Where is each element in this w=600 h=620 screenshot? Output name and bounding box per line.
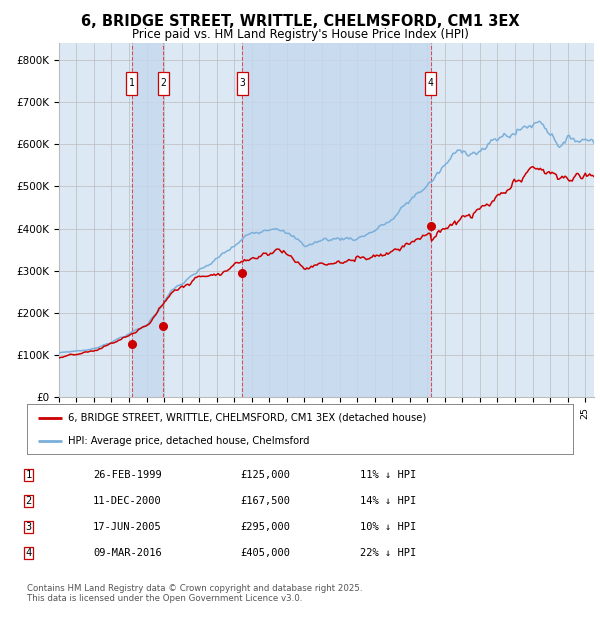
Text: Contains HM Land Registry data © Crown copyright and database right 2025.
This d: Contains HM Land Registry data © Crown c… (27, 584, 362, 603)
FancyBboxPatch shape (126, 71, 137, 95)
Text: 4: 4 (428, 78, 434, 89)
Text: 4: 4 (26, 548, 32, 558)
Text: 6, BRIDGE STREET, WRITTLE, CHELMSFORD, CM1 3EX (detached house): 6, BRIDGE STREET, WRITTLE, CHELMSFORD, C… (68, 413, 426, 423)
FancyBboxPatch shape (158, 71, 169, 95)
Text: £295,000: £295,000 (240, 522, 290, 532)
Text: 3: 3 (239, 78, 245, 89)
FancyBboxPatch shape (425, 71, 436, 95)
Bar (242, 43, 431, 397)
Text: 17-JUN-2005: 17-JUN-2005 (93, 522, 162, 532)
Bar (131, 43, 163, 397)
Text: 1: 1 (26, 470, 32, 480)
Text: 2: 2 (26, 496, 32, 506)
Text: £405,000: £405,000 (240, 548, 290, 558)
Text: £125,000: £125,000 (240, 470, 290, 480)
Text: 26-FEB-1999: 26-FEB-1999 (93, 470, 162, 480)
Text: 11% ↓ HPI: 11% ↓ HPI (360, 470, 416, 480)
Text: 3: 3 (26, 522, 32, 532)
Text: HPI: Average price, detached house, Chelmsford: HPI: Average price, detached house, Chel… (68, 436, 310, 446)
Text: 09-MAR-2016: 09-MAR-2016 (93, 548, 162, 558)
Text: 6, BRIDGE STREET, WRITTLE, CHELMSFORD, CM1 3EX: 6, BRIDGE STREET, WRITTLE, CHELMSFORD, C… (80, 14, 520, 29)
FancyBboxPatch shape (237, 71, 248, 95)
Text: Price paid vs. HM Land Registry's House Price Index (HPI): Price paid vs. HM Land Registry's House … (131, 28, 469, 41)
Text: 22% ↓ HPI: 22% ↓ HPI (360, 548, 416, 558)
Text: 1: 1 (128, 78, 134, 89)
Text: 10% ↓ HPI: 10% ↓ HPI (360, 522, 416, 532)
Text: 14% ↓ HPI: 14% ↓ HPI (360, 496, 416, 506)
Text: 11-DEC-2000: 11-DEC-2000 (93, 496, 162, 506)
Text: £167,500: £167,500 (240, 496, 290, 506)
Text: 2: 2 (160, 78, 166, 89)
